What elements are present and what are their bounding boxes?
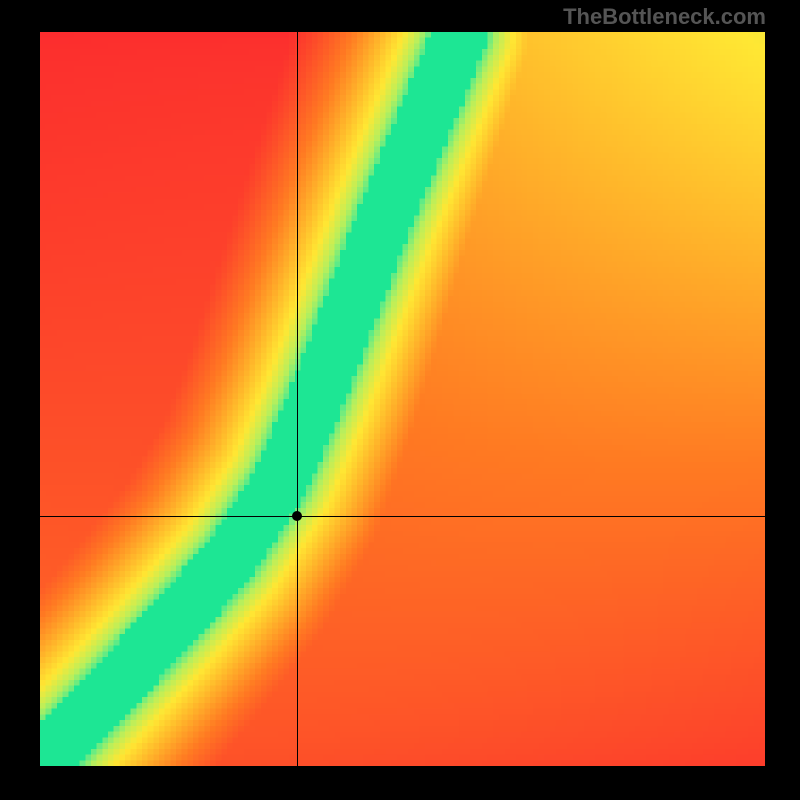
- watermark-text: TheBottleneck.com: [563, 4, 766, 30]
- chart-container: TheBottleneck.com: [0, 0, 800, 800]
- crosshair-horizontal: [40, 516, 765, 517]
- bottleneck-heatmap: [40, 32, 765, 766]
- crosshair-vertical: [297, 32, 298, 766]
